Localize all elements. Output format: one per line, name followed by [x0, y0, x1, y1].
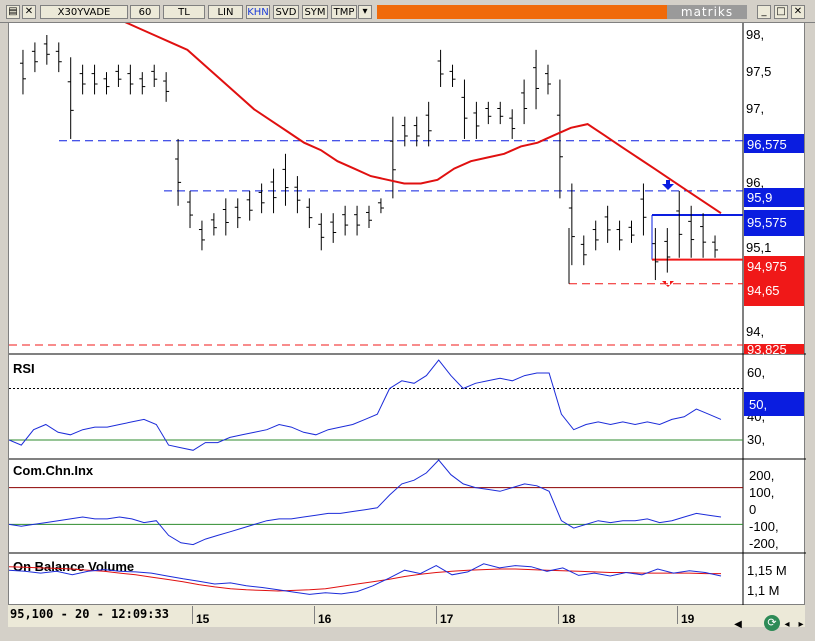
price-tick: 96, — [746, 175, 764, 190]
cci-grid — [9, 487, 743, 525]
price-level-lines — [9, 140, 743, 346]
status-bar — [8, 605, 805, 627]
obv-polyline — [8, 563, 722, 595]
refresh-icon[interactable]: ⟳ — [764, 615, 780, 631]
cursor-readout: 95,100 - 20 - 12:09:33 — [10, 607, 169, 621]
rsi-grid — [9, 387, 743, 441]
dropdown-arrow-icon[interactable]: ▾ — [358, 5, 372, 19]
rsi-tag: 50, — [749, 397, 767, 412]
down-arrow-icon — [662, 281, 674, 287]
cci-polyline — [8, 459, 722, 546]
x-label-16: 16 — [318, 612, 332, 626]
scroll-right-icon[interactable]: ▸ — [798, 619, 804, 630]
price-tag-bg — [744, 210, 804, 236]
period-selector[interactable]: 60 — [130, 5, 160, 19]
price-tick: 94, — [746, 324, 764, 339]
price-tag-94975: 94,975 — [747, 259, 787, 274]
accent-bar — [377, 5, 667, 19]
maximize-icon[interactable]: □ — [774, 5, 788, 19]
obv-tick: 1,1 M — [747, 583, 780, 598]
price-tag-bg — [744, 256, 804, 282]
price-axis: 98, 97,5 97, 96, 95,1 94, — [746, 27, 771, 339]
price-tag-95575: 95,575 — [747, 215, 787, 230]
rsi-tick: 60, — [747, 365, 765, 380]
price-tick: 97, — [746, 101, 764, 116]
close-icon[interactable]: ✕ — [22, 5, 36, 19]
moving-average-line — [103, 11, 722, 215]
cci-tick: -200, — [749, 536, 779, 551]
cci-tick: -100, — [749, 519, 779, 534]
x-label-19: 19 — [681, 612, 695, 626]
scroll-left-small-icon[interactable]: ◂ — [784, 619, 790, 630]
obv-title: On Balance Volume — [13, 559, 134, 574]
price-tag-959: 95,9 — [747, 190, 772, 205]
window-close-icon[interactable]: ✕ — [791, 5, 805, 19]
price-tags: 96,575 95,9 95,575 94,975 94,65 93,825 — [744, 134, 804, 357]
price-tag-9465: 94,65 — [747, 283, 780, 298]
day-separator — [558, 606, 559, 624]
tmp-button[interactable]: TMP — [331, 5, 357, 19]
price-tag-bg — [744, 188, 804, 207]
brand-logo: matriks — [667, 5, 747, 19]
ohlc-bars — [19, 35, 719, 281]
rsi-line — [8, 359, 722, 451]
price-tag-96575: 96,575 — [747, 137, 787, 152]
day-separator — [314, 606, 315, 624]
day-separator — [192, 606, 193, 624]
level-markers — [662, 180, 674, 287]
obv-lines — [8, 563, 722, 595]
scroll-left-icon[interactable]: ◀ — [734, 619, 742, 630]
price-tick: 95,1 — [746, 240, 771, 255]
price-tag-93825: 93,825 — [747, 342, 787, 357]
x-label-18: 18 — [562, 612, 576, 626]
cci-tick: 200, — [749, 468, 774, 483]
sym-button[interactable]: SYM — [302, 5, 328, 19]
cci-tick: 100, — [749, 485, 774, 500]
svd-button[interactable]: SVD — [273, 5, 299, 19]
symbol-selector[interactable]: X30YVADE — [40, 5, 128, 19]
currency-selector[interactable]: TL — [163, 5, 205, 19]
up-arrow-icon — [662, 180, 674, 190]
rsi-tick: 30, — [747, 432, 765, 447]
cci-tick: 0 — [749, 502, 756, 517]
price-tag-bg — [744, 344, 804, 354]
rsi-title: RSI — [13, 361, 35, 376]
cci-title: Com.Chn.Inx — [13, 463, 94, 478]
chart-toolbar: ▤ ✕ X30YVADE 60 TL LIN KHN SVD SYM TMP ▾… — [0, 0, 815, 23]
price-tag-bg — [744, 282, 804, 306]
price-tick: 98, — [746, 27, 764, 42]
rsi-tag-bg — [744, 392, 804, 416]
scale-selector[interactable]: LIN — [208, 5, 243, 19]
obv-tick: 1,15 M — [747, 563, 787, 578]
x-label-17: 17 — [440, 612, 454, 626]
day-separator — [436, 606, 437, 624]
day-separator — [677, 606, 678, 624]
price-chart-svg[interactable]: 98, 97,5 97, 96, 95,1 94, 96,575 95,9 95… — [8, 11, 806, 606]
obv-sma-polyline — [8, 566, 721, 592]
cci-line — [8, 459, 722, 546]
ma-polyline — [103, 11, 722, 215]
chart-area[interactable]: 98, 97,5 97, 96, 95,1 94, 96,575 95,9 95… — [8, 11, 806, 606]
price-tag-bg — [744, 134, 804, 153]
rsi-polyline — [8, 359, 722, 451]
khn-button[interactable]: KHN — [246, 5, 270, 19]
x-label-15: 15 — [196, 612, 210, 626]
chart-window-icon[interactable]: ▤ — [6, 5, 20, 19]
minimize-icon[interactable]: _ — [757, 5, 771, 19]
price-tick: 97,5 — [746, 64, 771, 79]
